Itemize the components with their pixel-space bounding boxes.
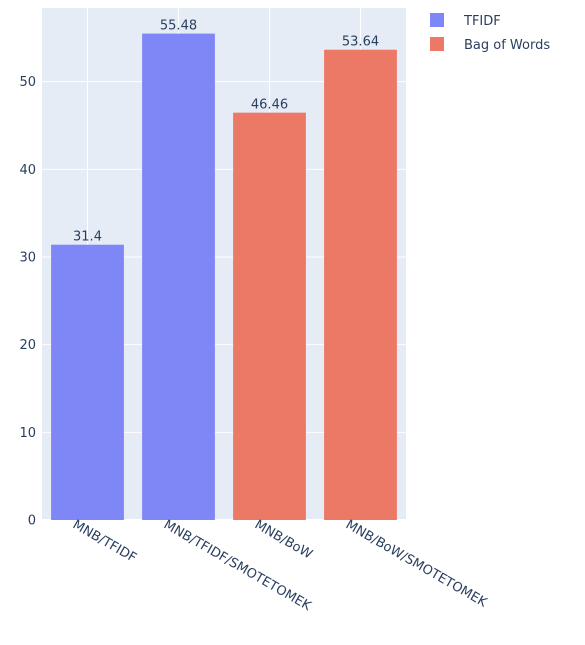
y-tick-label: 0 xyxy=(28,514,36,529)
bar-value-label: 53.64 xyxy=(342,35,379,50)
bar xyxy=(324,49,397,520)
y-axis-ticks: 0 10 20 30 40 50 xyxy=(19,75,36,528)
x-tick-label: MNB/BoW xyxy=(252,517,315,562)
x-tick-label: MNB/BoW/SMOTETOMEK xyxy=(343,517,490,610)
bar xyxy=(233,112,306,521)
bar-value-label: 31.4 xyxy=(73,230,102,245)
legend-swatch[interactable] xyxy=(430,37,444,51)
legend-swatch[interactable] xyxy=(430,13,444,27)
y-tick-label: 50 xyxy=(19,75,36,90)
legend-label[interactable]: TFIDF xyxy=(463,14,501,29)
bar-value-label: 55.48 xyxy=(160,19,197,34)
y-tick-label: 20 xyxy=(19,338,36,353)
y-tick-label: 10 xyxy=(19,426,36,441)
bars: 31.4 55.48 46.46 53.64 xyxy=(51,19,397,521)
bar-value-label: 46.46 xyxy=(251,98,288,113)
x-tick-label: MNB/TFIDF/SMOTETOMEK xyxy=(161,517,314,614)
bar xyxy=(142,33,215,520)
y-tick-label: 30 xyxy=(19,250,36,265)
y-tick-label: 40 xyxy=(19,163,36,178)
x-tick-label: MNB/TFIDF xyxy=(70,517,139,565)
bar xyxy=(51,244,124,520)
legend: TFIDF Bag of Words xyxy=(430,13,550,53)
legend-label[interactable]: Bag of Words xyxy=(464,38,550,53)
